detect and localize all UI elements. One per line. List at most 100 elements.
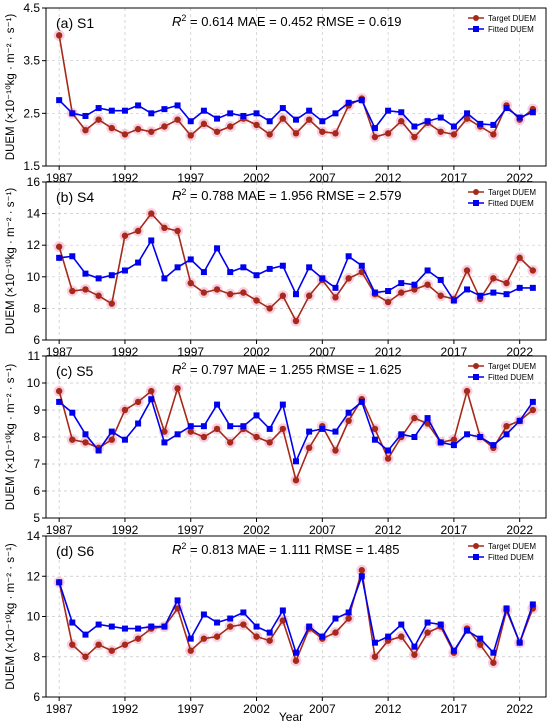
y-tick-label: 11	[28, 349, 41, 363]
target-point	[503, 423, 510, 430]
y-tick-label: 2.5	[23, 106, 40, 120]
fitted-point	[95, 447, 102, 454]
fitted-point	[477, 292, 484, 299]
fitted-point	[411, 281, 418, 288]
fitted-point	[240, 112, 247, 119]
panel-label: (c) S5	[56, 363, 94, 379]
fitted-point	[450, 442, 457, 449]
target-point	[463, 115, 471, 122]
target-point	[227, 123, 234, 130]
x-tick-label: 2022	[506, 702, 533, 716]
fitted-point	[253, 412, 260, 419]
fitted-series-line	[58, 573, 534, 655]
mae-value: MAE = 0.452	[237, 14, 316, 29]
legend-fitted-marker	[473, 554, 479, 560]
target-point	[200, 433, 208, 441]
target-point	[398, 289, 405, 296]
fitted-point	[108, 107, 115, 114]
fitted-point	[490, 442, 497, 449]
r2-symbol: R	[172, 188, 181, 203]
fitted-point	[424, 619, 431, 626]
target-point	[266, 305, 273, 312]
target-point	[437, 128, 444, 135]
legend-fitted-label: Fitted DUEM	[488, 373, 534, 382]
target-point	[411, 286, 418, 293]
target-point	[69, 641, 76, 648]
x-tick-label: 2007	[309, 702, 336, 716]
target-point	[411, 651, 418, 658]
target-point	[148, 387, 155, 395]
fitted-point	[200, 611, 207, 618]
fitted-point	[69, 409, 76, 416]
fitted-point	[371, 639, 378, 646]
fitted-point	[464, 431, 471, 438]
y-tick-label: 5	[33, 511, 40, 525]
target-point	[424, 281, 431, 288]
y-tick-label: 7	[33, 457, 40, 471]
rmse-value: RMSE = 1.485	[315, 542, 400, 557]
fitted-point	[69, 619, 76, 626]
fitted-point	[424, 267, 431, 274]
fitted-point	[240, 609, 247, 616]
fitted-point	[358, 573, 365, 580]
chart-panel-4: 6 8 10 12 14 1987 1992 1997 2002 2007 2012 2017 2022…	[5, 529, 547, 716]
target-point	[121, 641, 129, 648]
fitted-point	[503, 105, 510, 112]
target-point	[529, 406, 537, 414]
target-point	[121, 131, 129, 138]
target-point	[279, 292, 287, 299]
fitted-point	[174, 264, 181, 271]
fitted-point	[148, 237, 155, 244]
fitted-point	[490, 289, 497, 296]
legend-target-marker	[473, 15, 479, 21]
fitted-point	[477, 635, 484, 642]
target-point	[55, 243, 63, 250]
y-axis-label: DUEM (×10⁻¹⁰kg · m⁻² · s⁻¹)	[5, 188, 17, 335]
target-point	[332, 629, 339, 636]
fitted-point	[450, 297, 457, 304]
r2-value: = 0.788	[186, 188, 237, 203]
target-point	[463, 267, 471, 274]
fitted-point	[148, 396, 155, 403]
fitted-point	[253, 272, 260, 279]
fitted-point	[95, 275, 102, 282]
mae-value: MAE = 1.956	[237, 188, 316, 203]
y-tick-label: 10	[27, 270, 41, 284]
fitted-point	[148, 623, 155, 630]
fitted-point	[424, 415, 431, 422]
fitted-point	[82, 431, 89, 438]
legend-fitted-marker	[473, 374, 479, 380]
fitted-point	[385, 107, 392, 114]
target-point	[213, 425, 221, 433]
target-point	[69, 287, 76, 295]
rmse-value: RMSE = 1.625	[317, 362, 402, 377]
target-point	[161, 224, 168, 232]
fitted-point	[411, 434, 418, 440]
x-tick-label: 1987	[46, 702, 73, 716]
y-tick-label: 8	[33, 650, 40, 664]
target-point	[253, 297, 260, 304]
target-point	[345, 417, 352, 424]
target-point	[345, 615, 352, 622]
target-point	[82, 439, 89, 446]
legend-fitted-label: Fitted DUEM	[488, 25, 534, 34]
legend-target-label: Target DUEM	[488, 542, 536, 551]
legend-target-marker	[473, 363, 479, 369]
fitted-point	[371, 289, 378, 296]
fitted-point	[200, 423, 207, 430]
target-point	[253, 633, 260, 640]
fitted-point	[174, 597, 181, 604]
fitted-point	[108, 623, 115, 630]
target-point	[213, 633, 221, 640]
target-point	[200, 635, 208, 642]
target-point	[279, 425, 287, 433]
fitted-point	[306, 264, 313, 271]
target-point	[266, 439, 273, 446]
fitted-point	[214, 245, 221, 252]
fitted-point	[253, 110, 260, 117]
target-point	[200, 120, 208, 128]
fitted-point	[161, 106, 168, 113]
fitted-point	[529, 398, 536, 405]
fitted-point	[345, 609, 352, 616]
target-point	[82, 653, 89, 660]
